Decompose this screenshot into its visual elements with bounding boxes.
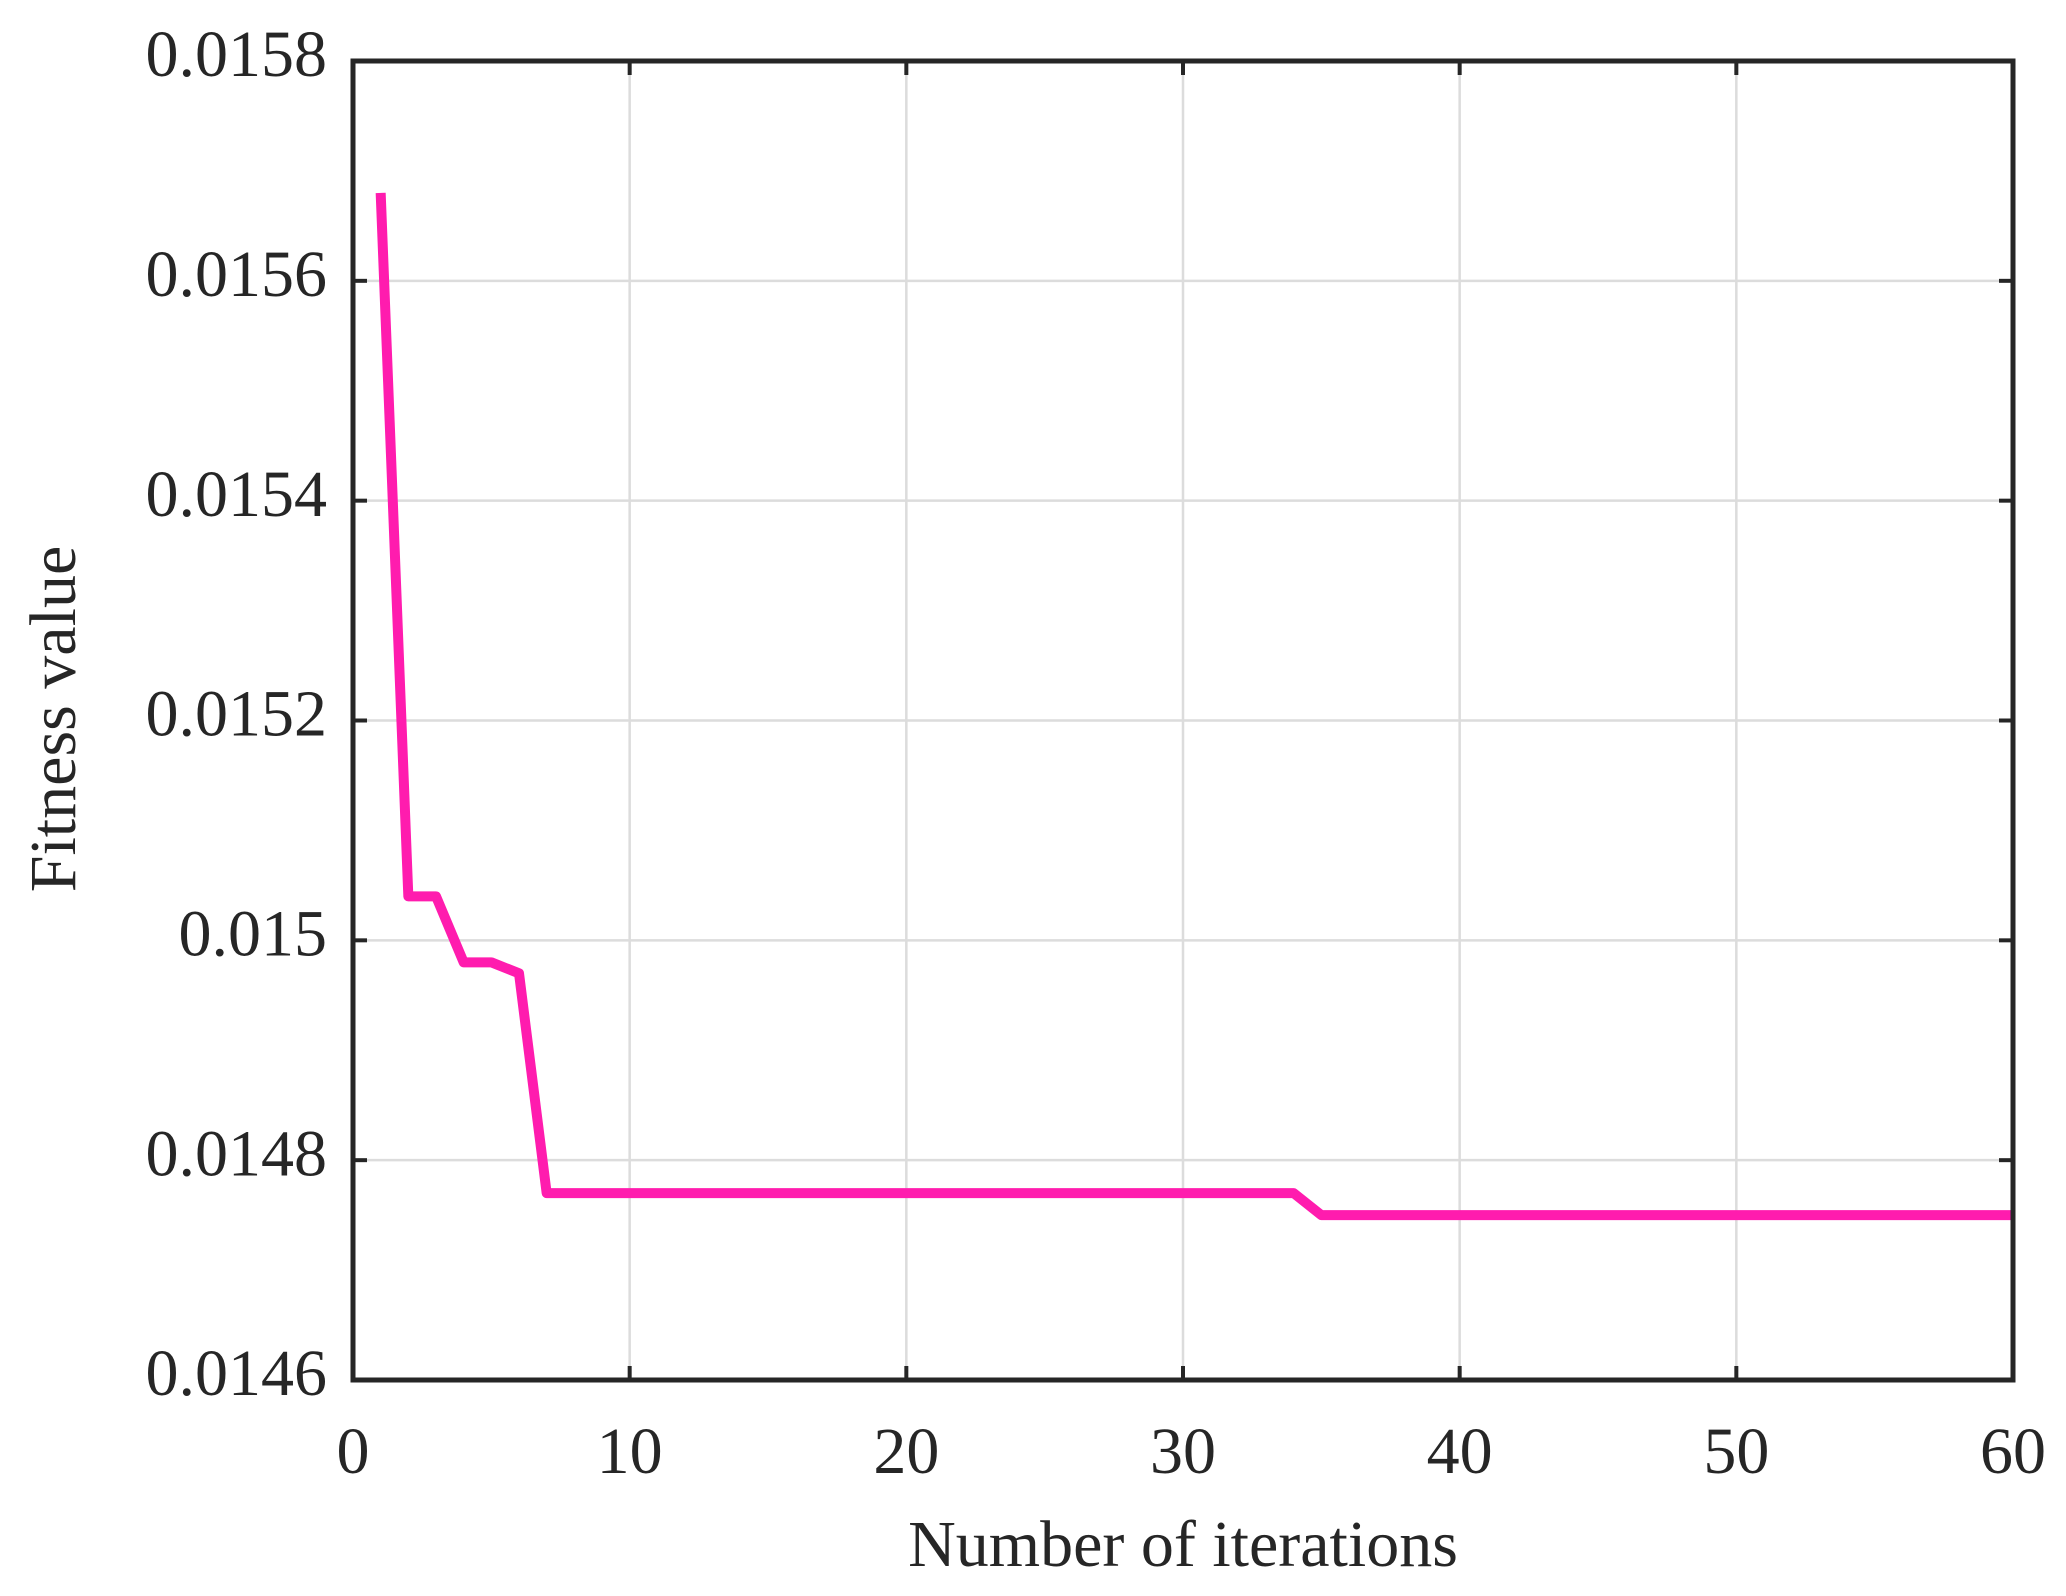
data-line bbox=[375, 192, 2013, 1221]
y-tick-label: 0.0154 bbox=[146, 458, 328, 531]
y-tick-label: 0.0152 bbox=[146, 678, 328, 751]
y-tick-label: 0.0156 bbox=[146, 238, 328, 311]
plot-frame bbox=[350, 58, 2016, 1383]
y-tick-label: 0.0148 bbox=[146, 1117, 328, 1190]
x-tick-label: 30 bbox=[1150, 1415, 1216, 1488]
x-tick-label: 40 bbox=[1427, 1415, 1493, 1488]
y-tick-label: 0.0158 bbox=[146, 18, 328, 91]
x-axis-label: Number of iterations bbox=[908, 1508, 1458, 1581]
x-tick-label: 0 bbox=[337, 1415, 370, 1488]
y-tick-label: 0.015 bbox=[179, 897, 328, 970]
x-tick-label: 60 bbox=[1980, 1415, 2046, 1488]
x-tick-label: 50 bbox=[1703, 1415, 1769, 1488]
y-tick-label: 0.0146 bbox=[146, 1337, 328, 1410]
y-axis-label: Fitness value bbox=[17, 546, 90, 892]
x-tick-label: 10 bbox=[597, 1415, 663, 1488]
x-tick-label: 20 bbox=[873, 1415, 939, 1488]
